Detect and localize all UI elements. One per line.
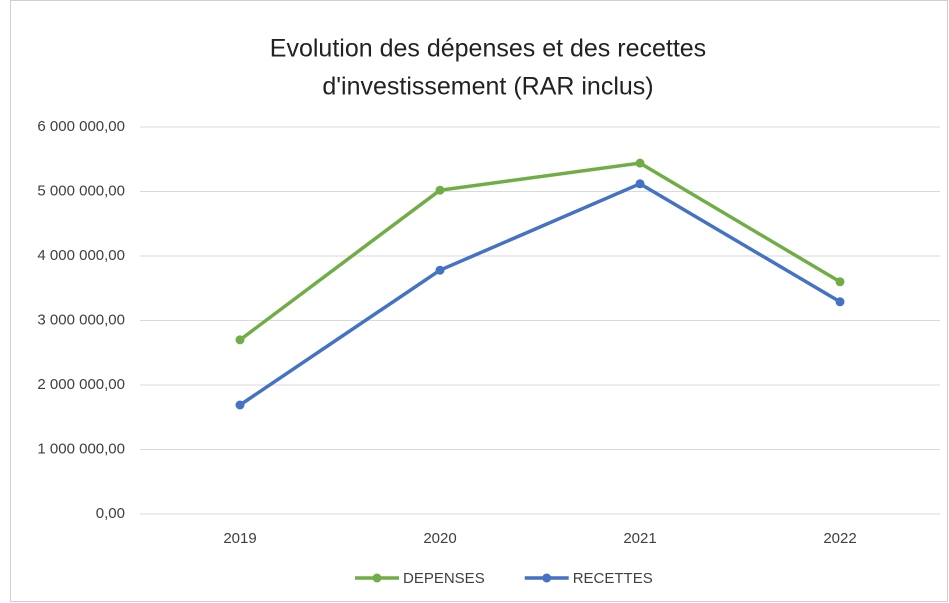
x-tick-label: 2021 — [623, 530, 656, 547]
x-tick-label: 2019 — [223, 530, 256, 547]
data-point — [635, 179, 645, 189]
chart-title: d'investissement (RAR inclus) — [322, 73, 653, 101]
y-tick-label: 0,00 — [96, 505, 125, 522]
series-line — [239, 182, 841, 407]
legend-label: RECETTES — [573, 570, 653, 587]
data-point — [635, 158, 645, 168]
data-point — [835, 277, 845, 287]
data-point — [435, 265, 445, 275]
y-tick-label: 2 000 000,00 — [37, 376, 125, 393]
y-tick-label: 4 000 000,00 — [37, 247, 125, 264]
x-tick-label: 2020 — [423, 530, 456, 547]
chart-border — [10, 0, 948, 602]
legend-marker — [372, 573, 382, 583]
data-point — [235, 400, 245, 410]
series-line — [238, 161, 841, 342]
legend-marker — [542, 573, 552, 583]
y-tick-label: 3 000 000,00 — [37, 311, 125, 328]
y-tick-label: 6 000 000,00 — [37, 118, 125, 135]
data-point — [835, 297, 845, 307]
x-tick-label: 2022 — [823, 530, 856, 547]
y-tick-label: 5 000 000,00 — [37, 182, 125, 199]
data-point — [235, 335, 245, 345]
legend-label: DEPENSES — [403, 570, 485, 587]
y-tick-label: 1 000 000,00 — [37, 440, 125, 457]
chart-title: Evolution des dépenses et des recettes — [270, 35, 706, 63]
data-point — [435, 185, 445, 195]
